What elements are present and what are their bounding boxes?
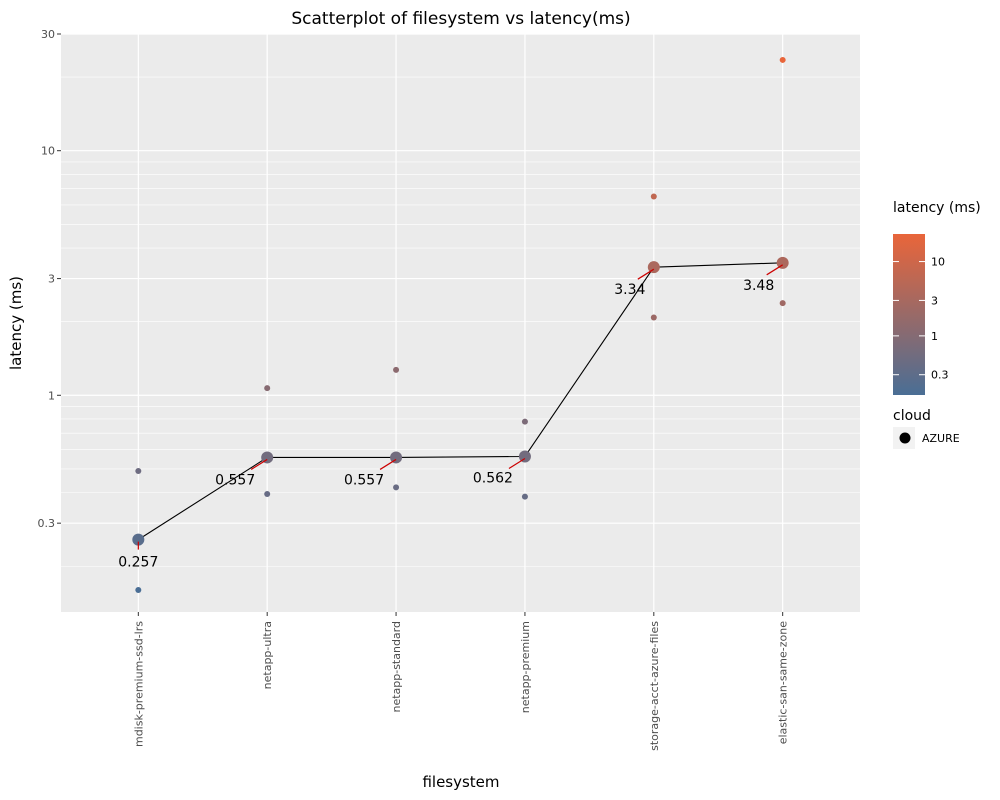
color-legend-tick-label: 0.3	[931, 369, 949, 382]
median-data-label: 3.48	[743, 278, 774, 294]
y-axis: 0.3 1 3 10 30	[38, 28, 61, 530]
data-point	[521, 493, 528, 500]
label-connector	[379, 458, 397, 470]
median-point	[261, 451, 274, 464]
legend: latency (ms) 10 3 1 0.3 cloud AZURE	[893, 200, 981, 449]
color-legend-tick-label: 3	[931, 294, 938, 307]
median-line	[138, 262, 783, 541]
chart-title: Scatterplot of filesystem vs latency(ms)	[291, 9, 630, 29]
label-connector	[637, 268, 655, 280]
y-tick-label: 10	[41, 145, 55, 158]
y-tick-label: 0.3	[38, 517, 56, 530]
data-point	[393, 484, 400, 491]
data-point	[264, 385, 271, 392]
plot-panel	[61, 34, 860, 612]
label-connector	[508, 457, 526, 470]
data-points	[132, 56, 789, 593]
median-data-label: 0.257	[118, 555, 158, 571]
data-point	[264, 490, 271, 497]
shape-legend-label: AZURE	[922, 432, 960, 445]
y-tick-label: 30	[41, 28, 55, 41]
x-axis-title: filesystem	[422, 773, 499, 791]
data-point	[779, 300, 786, 307]
grid	[61, 33, 860, 612]
median-point	[132, 533, 145, 546]
median-data-label: 0.557	[344, 472, 384, 488]
label-connector	[766, 264, 783, 276]
median-point	[647, 261, 660, 274]
x-axis: mdisk-premium-ssd-lrs netapp-ultra netapp-…	[132, 612, 790, 751]
y-axis-title: latency (ms)	[7, 276, 25, 370]
x-tick-label: netapp-premium	[519, 621, 532, 713]
x-tick-label: netapp-ultra	[261, 621, 274, 689]
median-point	[518, 450, 531, 463]
shape-legend-marker	[899, 432, 911, 444]
data-point	[650, 193, 657, 200]
shape-legend-title: cloud	[893, 408, 931, 424]
color-legend-bar	[893, 234, 925, 395]
x-tick-label: mdisk-premium-ssd-lrs	[132, 621, 145, 747]
x-tick-label: storage-acct-azure-files	[648, 621, 661, 751]
y-tick-label: 3	[48, 273, 55, 286]
y-tick-label: 1	[48, 389, 55, 402]
median-data-label: 3.34	[614, 282, 645, 298]
color-legend-tick-label: 10	[931, 256, 945, 269]
median-point	[390, 451, 403, 464]
data-point	[521, 418, 528, 425]
color-legend-tick-label: 1	[931, 330, 938, 343]
data-point	[393, 366, 400, 373]
median-point	[776, 256, 789, 269]
data-labels: 0.257 0.557 0.557 0.562 3.34 3.48	[118, 264, 783, 571]
data-point	[779, 56, 786, 63]
x-tick-label: elastic-san-same-zone	[777, 621, 790, 744]
median-line-path	[138, 262, 783, 541]
median-data-label: 0.562	[473, 470, 513, 486]
median-data-label: 0.557	[215, 472, 255, 488]
data-point	[650, 314, 657, 321]
data-point	[135, 468, 142, 475]
data-point	[135, 586, 142, 593]
label-connector	[250, 458, 268, 470]
color-legend-ticks: 10 3 1 0.3	[893, 256, 949, 382]
x-tick-label: netapp-standard	[390, 621, 403, 713]
color-legend-title: latency (ms)	[893, 200, 981, 216]
